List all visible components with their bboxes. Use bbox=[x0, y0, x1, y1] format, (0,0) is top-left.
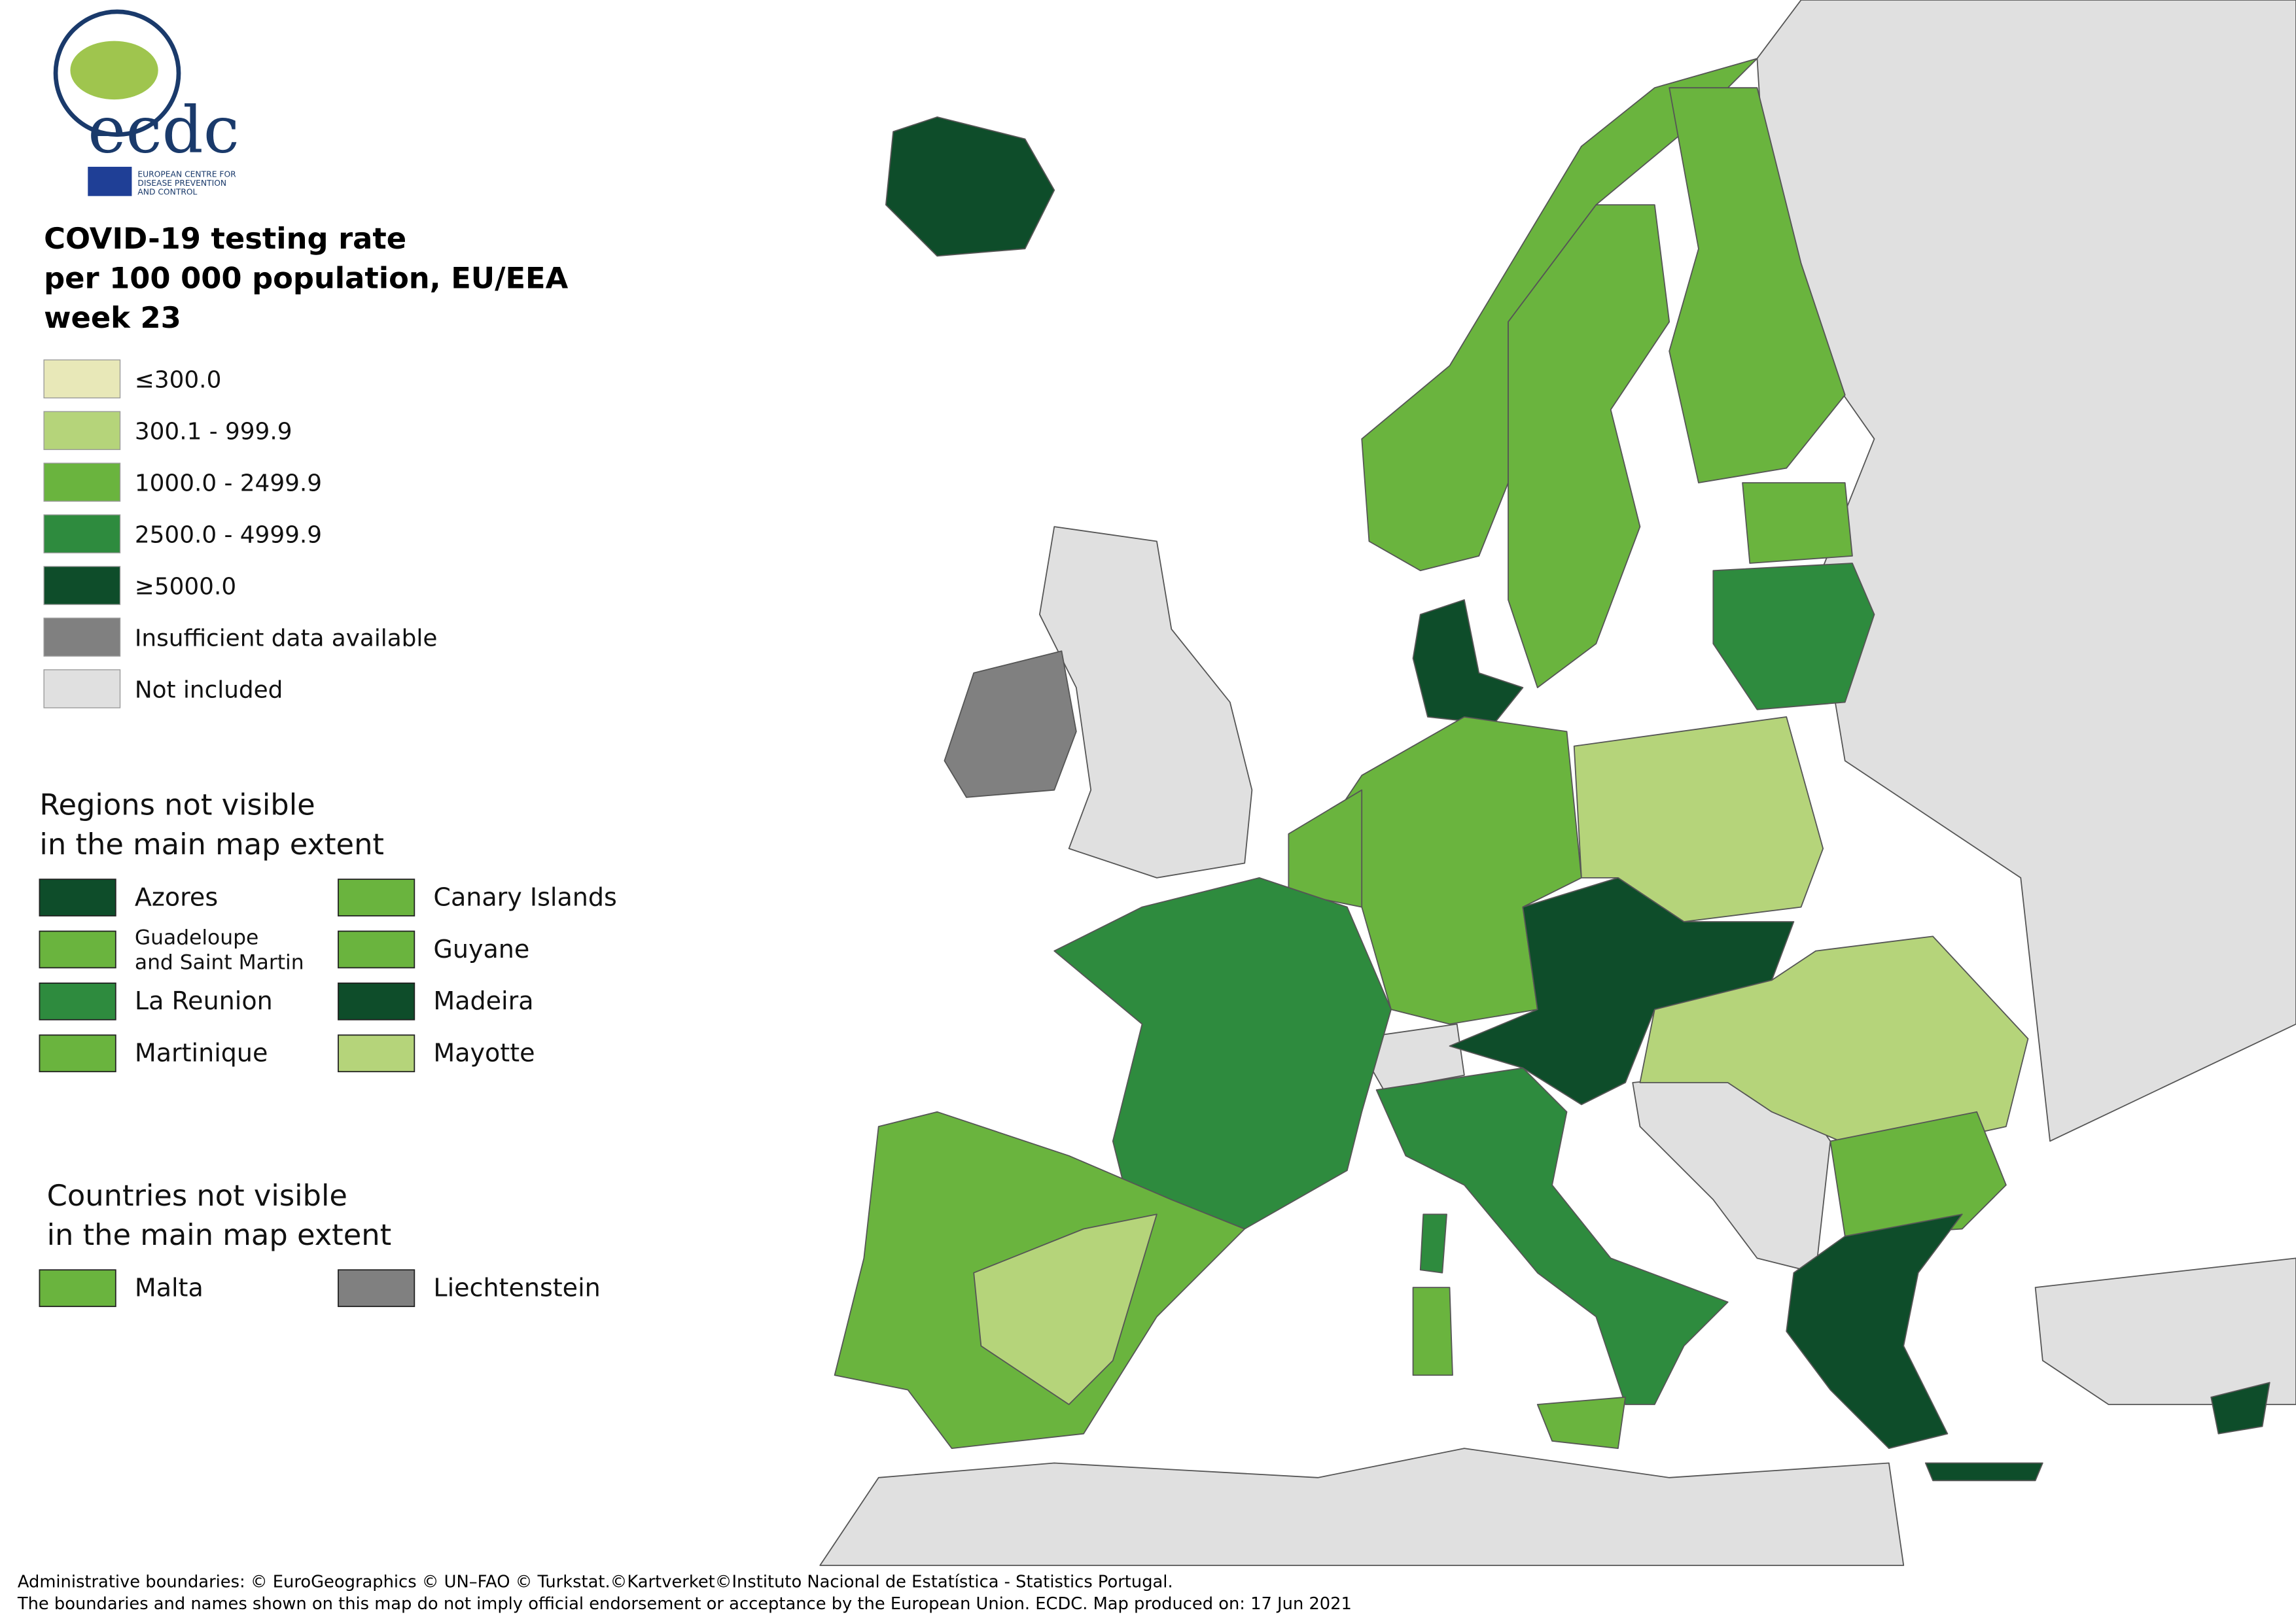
iceland bbox=[885, 116, 1055, 257]
region-swatch bbox=[39, 1269, 116, 1308]
region-label: Guyane bbox=[433, 935, 529, 964]
north-africa bbox=[819, 1448, 1905, 1566]
region-swatch bbox=[39, 879, 116, 916]
legend-label: ≥5000.0 bbox=[135, 573, 236, 600]
logo-subtitle: DISEASE PREVENTION bbox=[137, 179, 226, 188]
greece bbox=[1786, 1213, 1963, 1449]
region-label: Guadeloupe bbox=[135, 926, 258, 950]
ireland bbox=[944, 650, 1077, 798]
corsica bbox=[1419, 1213, 1447, 1274]
benelux bbox=[1288, 789, 1363, 908]
legend-label: Not included bbox=[135, 676, 283, 703]
section-title: Regions not visible bbox=[39, 788, 315, 822]
denmark bbox=[1412, 599, 1524, 725]
region-label: and Saint Martin bbox=[135, 951, 304, 975]
region-label: Madeira bbox=[433, 986, 533, 1015]
poland bbox=[1573, 716, 1824, 922]
region-label: La Reunion bbox=[135, 986, 273, 1015]
section-title: in the main map extent bbox=[47, 1217, 392, 1252]
region-swatch bbox=[338, 983, 415, 1020]
united-kingdom bbox=[1039, 526, 1253, 879]
legend-label: 1000.0 - 2499.9 bbox=[135, 470, 322, 497]
estonia bbox=[1742, 482, 1853, 564]
logo-globe bbox=[53, 9, 181, 137]
footer-note: Administrative boundaries: © EuroGeograp… bbox=[18, 1573, 1173, 1592]
central-spain bbox=[973, 1213, 1157, 1405]
bulgaria bbox=[1829, 1111, 2007, 1237]
logo-subtitle: EUROPEAN CENTRE FOR bbox=[137, 170, 236, 179]
central bbox=[1449, 877, 1795, 1106]
region-swatch bbox=[39, 930, 116, 969]
region-label: Canary Islands bbox=[433, 882, 616, 911]
romania-hungary bbox=[1639, 935, 2029, 1157]
turkey bbox=[2034, 1257, 2296, 1405]
region-label: Martinique bbox=[135, 1039, 268, 1068]
region-label: Malta bbox=[135, 1274, 203, 1302]
map-title: week 23 bbox=[44, 300, 181, 335]
logo-text: ecdc bbox=[88, 94, 239, 168]
legend-swatch bbox=[43, 359, 121, 398]
finland bbox=[1669, 87, 1846, 483]
region-swatch bbox=[338, 1269, 415, 1308]
legend-swatch bbox=[43, 462, 121, 502]
region-swatch bbox=[338, 879, 415, 916]
region-label: Mayotte bbox=[433, 1039, 535, 1068]
legend-swatch bbox=[43, 618, 121, 657]
legend-swatch bbox=[43, 514, 121, 553]
baltics bbox=[1712, 563, 1875, 710]
region-swatch bbox=[39, 983, 116, 1020]
region-label: Liechtenstein bbox=[433, 1274, 600, 1302]
map-title: COVID-19 testing rate bbox=[44, 221, 406, 256]
footer-note: The boundaries and names shown on this m… bbox=[17, 1594, 1352, 1614]
legend-swatch bbox=[43, 411, 121, 450]
sweden bbox=[1508, 204, 1670, 689]
cyprus bbox=[2210, 1382, 2270, 1435]
region-label: Azores bbox=[135, 882, 218, 911]
eu-flag bbox=[88, 166, 132, 196]
logo-land bbox=[70, 41, 158, 100]
legend-swatch bbox=[43, 669, 121, 708]
sicily bbox=[1536, 1396, 1626, 1449]
section-title: in the main map extent bbox=[39, 827, 384, 862]
legend-label: ≤300.0 bbox=[135, 367, 221, 394]
sardinia bbox=[1412, 1287, 1453, 1376]
legend-swatch bbox=[43, 566, 121, 605]
map bbox=[819, 0, 2296, 1566]
legend-label: Insufficient data available bbox=[135, 625, 437, 652]
france bbox=[1053, 877, 1392, 1230]
region-swatch bbox=[338, 1034, 415, 1073]
region-swatch bbox=[39, 1034, 116, 1073]
crete bbox=[1924, 1462, 2043, 1482]
section-title: Countries not visible bbox=[47, 1178, 347, 1213]
italy bbox=[1375, 1067, 1729, 1405]
legend-label: 300.1 - 999.9 bbox=[135, 419, 292, 445]
legend-label: 2500.0 - 4999.9 bbox=[135, 522, 322, 549]
region-swatch bbox=[338, 930, 415, 969]
logo-subtitle: AND CONTROL bbox=[137, 187, 197, 196]
map-title: per 100 000 population, EU/EEA bbox=[44, 261, 569, 296]
norway bbox=[1361, 58, 1758, 572]
